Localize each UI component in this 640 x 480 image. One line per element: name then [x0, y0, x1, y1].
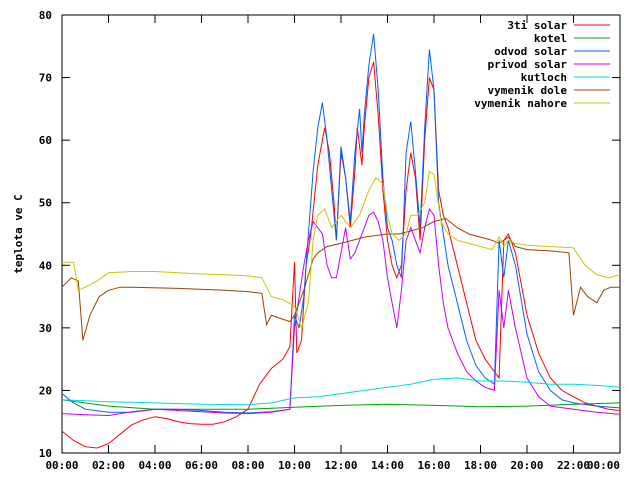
legend-label: vymenik dole	[488, 84, 568, 97]
legend-label: vymenik nahore	[474, 97, 567, 110]
legend-label: odvod solar	[494, 45, 567, 58]
y-tick-label: 80	[39, 9, 52, 22]
y-tick-label: 70	[39, 72, 52, 85]
y-tick-label: 20	[39, 384, 52, 397]
y-tick-label: 30	[39, 322, 52, 335]
x-tick-label: 20:00	[510, 459, 543, 472]
x-tick-label: 00:00	[587, 459, 620, 472]
y-axis-label: teplota ve C	[12, 194, 25, 273]
x-tick-label: 14:00	[371, 459, 404, 472]
y-tick-label: 40	[39, 259, 52, 272]
series-line-3	[61, 207, 621, 417]
x-tick-label: 04:00	[138, 459, 171, 472]
y-tick-label: 50	[39, 197, 52, 210]
x-tick-label: 06:00	[185, 459, 218, 472]
legend-label: 3ti solar	[507, 19, 567, 32]
series-line-5	[61, 217, 620, 341]
series-line-4	[61, 377, 621, 406]
x-tick-label: 22:00	[557, 459, 590, 472]
series-line-6	[62, 170, 621, 330]
series-line-1	[61, 399, 621, 410]
x-tick-label: 16:00	[417, 459, 450, 472]
x-tick-label: 02:00	[92, 459, 125, 472]
x-tick-label: 00:00	[45, 459, 78, 472]
y-tick-label: 10	[39, 447, 52, 460]
y-axis-ticks: 10 20 30 40 50 60 70 80	[39, 9, 620, 460]
legend-label: privod solar	[488, 58, 568, 71]
series-lines	[61, 33, 621, 449]
x-tick-label: 18:00	[464, 459, 497, 472]
y-tick-label: 60	[39, 134, 52, 147]
x-tick-label: 12:00	[324, 459, 357, 472]
series-line-0	[61, 61, 621, 449]
legend-label: kutloch	[521, 71, 567, 84]
legend-label: kotel	[534, 32, 567, 45]
x-axis-ticks: 00:00 02:00 04:00 06:00 08:00 10:00 12:00 14:00…	[45, 15, 621, 472]
x-tick-label: 10:00	[278, 459, 311, 472]
x-tick-label: 08:00	[231, 459, 264, 472]
